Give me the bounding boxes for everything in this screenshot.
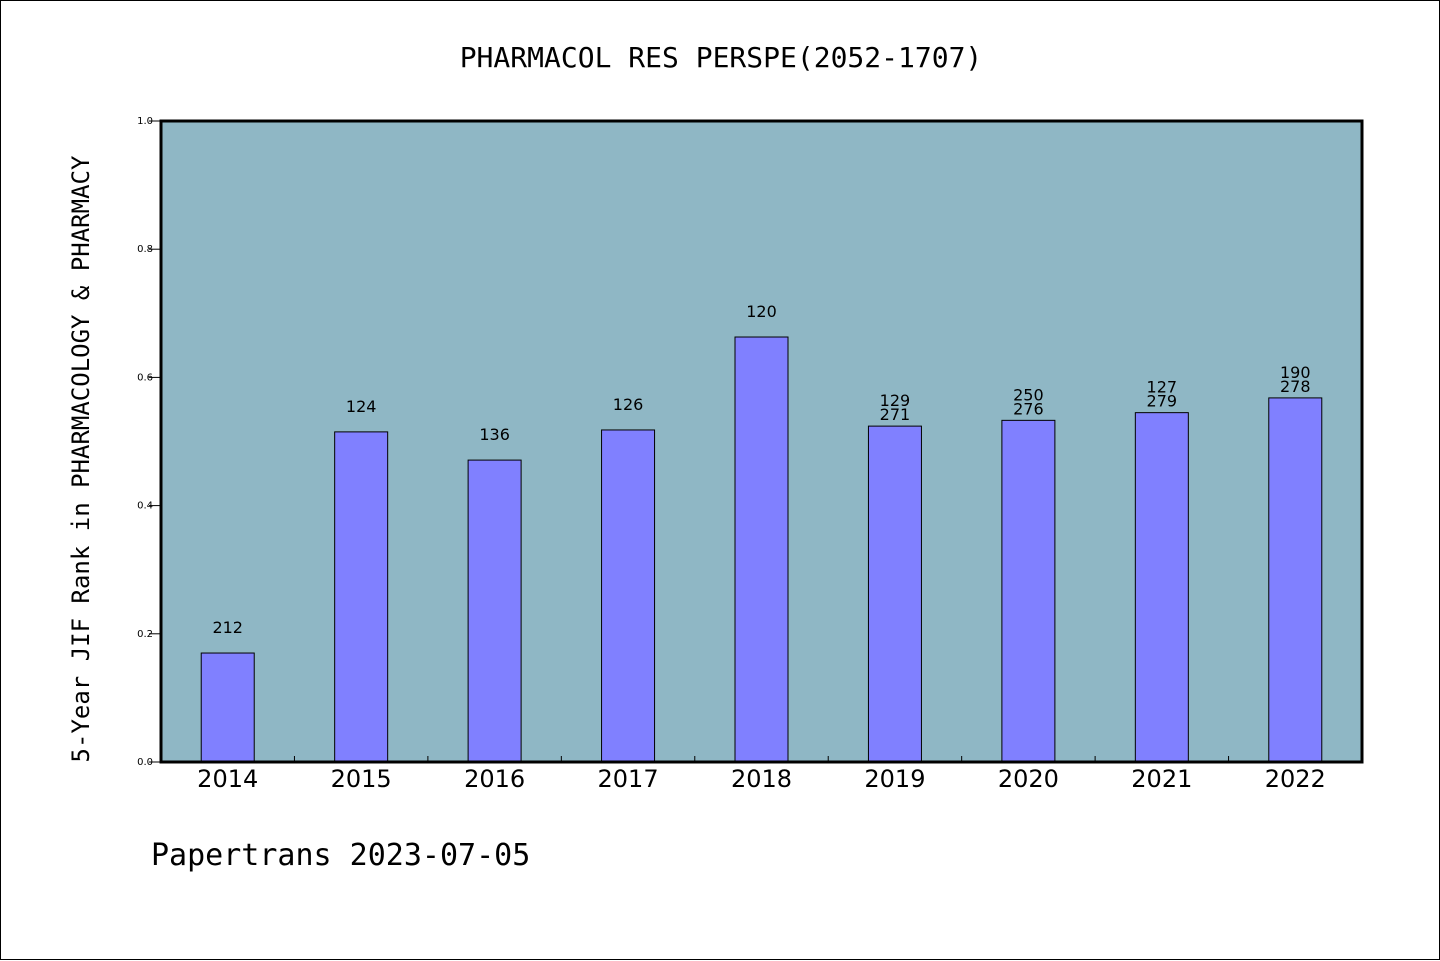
x-tick-label: 2016 [464, 765, 525, 793]
data-label: 127 [1147, 378, 1178, 397]
y-tick-label: 1.0 [137, 116, 153, 127]
data-label: 212 [212, 618, 243, 637]
data-label: 278 [1280, 377, 1311, 396]
bar-2022 [1268, 397, 1323, 763]
footer-text: Papertrans 2023-07-05 [151, 838, 530, 873]
y-tick-label: 0.6 [137, 372, 153, 383]
x-tick-label: 2021 [1131, 765, 1192, 793]
data-label: 276 [1013, 399, 1044, 418]
bar-2020 [1001, 419, 1056, 763]
bars-group [200, 336, 1323, 763]
plot-border [159, 119, 1364, 764]
data-label: 271 [880, 405, 911, 424]
x-tick-label: 2022 [1265, 765, 1326, 793]
y-tick-label: 0.8 [137, 244, 153, 255]
y-tick-label: 0.2 [137, 629, 153, 640]
bar-2017 [601, 429, 656, 763]
data-label: 124 [346, 397, 377, 416]
data-label: 126 [613, 395, 644, 414]
y-tick-label: 0.4 [137, 501, 153, 512]
x-tick-label: 2017 [598, 765, 659, 793]
x-tick-label: 2020 [998, 765, 1059, 793]
data-label: 250 [1013, 385, 1044, 404]
data-label: 279 [1147, 392, 1178, 411]
x-tick-label: 2014 [197, 765, 258, 793]
data-label: 120 [746, 302, 777, 321]
bar-2015 [334, 431, 389, 763]
data-label: 129 [880, 391, 911, 410]
y-axis: 0.0 0.2 0.4 0.6 0.8 1.0 [137, 116, 161, 768]
bar-2016 [467, 459, 522, 763]
y-axis-label: 5-Year JIF Rank in PHARMACOLOGY & PHARMA… [67, 155, 95, 762]
y-tick-label: 0.0 [137, 757, 153, 768]
bar-2021 [1134, 412, 1189, 763]
x-tick-label: 2015 [331, 765, 392, 793]
bar-2018 [734, 336, 789, 763]
bar-2019 [867, 425, 922, 763]
bar-2014 [200, 652, 255, 763]
chart-title: PHARMACOL RES PERSPE(2052-1707) [460, 41, 983, 74]
x-tick-label: 2018 [731, 765, 792, 793]
x-axis: 2014 2015 2016 2017 2018 2019 2020 2021 2022 [197, 756, 1326, 793]
x-tick-label: 2019 [864, 765, 925, 793]
data-label: 136 [479, 425, 510, 444]
data-label: 190 [1280, 363, 1311, 382]
